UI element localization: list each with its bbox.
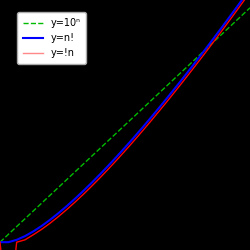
- y=10ⁿ: [198, 53, 202, 56]
- y=10ⁿ: [24, 217, 26, 220]
- y=!n: [232, 14, 235, 17]
- y=!n: [148, 120, 152, 124]
- Line: y=n!: y=n!: [0, 0, 250, 242]
- y=10ⁿ: [107, 139, 110, 142]
- y=n!: [148, 117, 152, 120]
- y=n!: [24, 234, 26, 238]
- y=n!: [165, 97, 168, 100]
- y=10ⁿ: [0, 241, 2, 244]
- y=!n: [90, 185, 93, 188]
- y=!n: [124, 150, 126, 152]
- y=n!: [32, 230, 35, 233]
- y=!n: [48, 222, 51, 225]
- y=n!: [65, 205, 68, 208]
- y=n!: [40, 224, 43, 228]
- y=!n: [132, 140, 135, 143]
- y=!n: [15, 241, 18, 244]
- y=!n: [65, 208, 68, 211]
- Line: y=10ⁿ: y=10ⁿ: [0, 8, 250, 242]
- y=!n: [82, 193, 85, 196]
- y=n!: [115, 155, 118, 158]
- y=n!: [0, 241, 2, 244]
- y=n!: [190, 66, 193, 68]
- y=n!: [207, 44, 210, 47]
- y=n!: [15, 238, 18, 241]
- y=10ⁿ: [82, 162, 85, 166]
- y=10ⁿ: [232, 22, 235, 25]
- y=10ⁿ: [224, 30, 226, 33]
- y=!n: [40, 228, 43, 231]
- y=!n: [215, 36, 218, 39]
- y=n!: [182, 76, 185, 79]
- y=!n: [115, 158, 118, 162]
- y=n!: [215, 33, 218, 36]
- y=10ⁿ: [74, 170, 76, 173]
- y=10ⁿ: [65, 178, 68, 181]
- y=10ⁿ: [7, 233, 10, 236]
- y=!n: [0, 241, 2, 244]
- y=10ⁿ: [48, 194, 51, 197]
- y=10ⁿ: [40, 202, 43, 204]
- y=n!: [157, 107, 160, 110]
- y=n!: [90, 181, 93, 184]
- y=!n: [98, 176, 102, 179]
- y=n!: [98, 173, 102, 176]
- y=10ⁿ: [124, 124, 126, 126]
- y=10ⁿ: [240, 14, 243, 17]
- y=!n: [240, 2, 243, 5]
- y=n!: [132, 136, 135, 140]
- y=!n: [32, 233, 35, 236]
- y=10ⁿ: [90, 155, 93, 158]
- y=!n: [74, 201, 76, 204]
- y=10ⁿ: [248, 6, 250, 9]
- y=n!: [107, 164, 110, 167]
- y=!n: [207, 47, 210, 50]
- y=!n: [57, 215, 60, 218]
- y=10ⁿ: [215, 38, 218, 40]
- y=10ⁿ: [15, 225, 18, 228]
- y=n!: [198, 55, 202, 58]
- y=!n: [190, 69, 193, 72]
- y=!n: [165, 100, 168, 103]
- y=n!: [174, 87, 176, 90]
- y=n!: [232, 10, 235, 13]
- y=10ⁿ: [157, 92, 160, 95]
- y=n!: [48, 218, 51, 221]
- y=n!: [240, 0, 243, 2]
- y=!n: [157, 110, 160, 114]
- y=10ⁿ: [98, 147, 102, 150]
- y=!n: [182, 80, 185, 82]
- y=n!: [224, 22, 226, 25]
- y=n!: [82, 190, 85, 192]
- y=!n: [140, 130, 143, 134]
- y=10ⁿ: [57, 186, 60, 189]
- y=!n: [198, 58, 202, 61]
- y=10ⁿ: [140, 108, 143, 111]
- y=10ⁿ: [148, 100, 152, 103]
- y=n!: [57, 212, 60, 215]
- y=10ⁿ: [115, 131, 118, 134]
- y=n!: [124, 146, 126, 149]
- y=n!: [140, 127, 143, 130]
- y=10ⁿ: [165, 84, 168, 87]
- y=!n: [174, 90, 176, 93]
- y=n!: [7, 241, 10, 244]
- y=!n: [224, 25, 226, 28]
- y=n!: [74, 197, 76, 200]
- y=10ⁿ: [207, 46, 210, 48]
- y=10ⁿ: [132, 116, 135, 119]
- y=10ⁿ: [32, 210, 35, 212]
- y=10ⁿ: [182, 69, 185, 72]
- Legend: y=10ⁿ, y=n!, y=!n: y=10ⁿ, y=n!, y=!n: [17, 12, 86, 64]
- y=10ⁿ: [174, 76, 176, 80]
- y=!n: [24, 238, 26, 241]
- y=10ⁿ: [190, 61, 193, 64]
- y=!n: [107, 168, 110, 170]
